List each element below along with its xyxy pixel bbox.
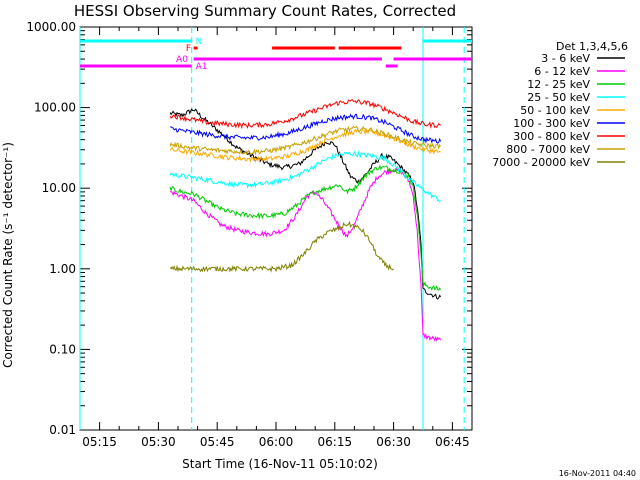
y-tick-label: 100.00 (34, 101, 76, 115)
series-line (169, 164, 442, 291)
legend-label: 3 - 6 keV (541, 52, 590, 65)
flag-label: F (186, 44, 191, 54)
y-tick-label: 0.10 (49, 342, 76, 356)
series-line (170, 113, 442, 144)
x-tick-label: 06:30 (376, 435, 411, 449)
legend-label: 50 - 100 keV (520, 104, 590, 117)
y-tick-label: 10.00 (42, 181, 76, 195)
x-tick-label: 06:00 (259, 435, 294, 449)
y-tick-label: 1000.00 (26, 20, 76, 34)
region-lines (79, 27, 465, 430)
x-tick-label: 06:45 (435, 435, 470, 449)
timestamp: 16-Nov-2011 04:40 (559, 469, 636, 478)
flag-label: A1 (196, 62, 208, 72)
flag-label: N (196, 37, 203, 47)
axes: 0.01 0.10 1.00 10.00 100.00 1000.00 05:15 05:30… (26, 20, 473, 449)
x-axis-label: Start Time (16-Nov-11 05:10:02) (182, 457, 378, 471)
series-line (169, 220, 394, 273)
y-axis-label: Corrected Count Rate (s⁻¹ detector⁻¹) (1, 142, 15, 368)
series-line (169, 108, 442, 300)
legend-label: 25 - 50 keV (527, 91, 590, 104)
legend-label: 100 - 300 keV (513, 117, 590, 130)
series-line (169, 99, 441, 130)
x-tick-label: 06:15 (318, 435, 353, 449)
y-tick-label: 0.01 (49, 423, 76, 437)
x-tick-label: 05:15 (82, 435, 117, 449)
legend-label: 7000 - 20000 keV (492, 156, 590, 169)
series-line (169, 125, 442, 156)
legend-label: 12 - 25 keV (527, 78, 590, 91)
chart-title: HESSI Observing Summary Count Rates, Cor… (74, 2, 456, 20)
series-line (169, 127, 441, 164)
plot-frame (79, 26, 473, 431)
x-tick-label: 05:45 (200, 435, 235, 449)
legend-title: Det 1,3,4,5,6 (556, 40, 628, 53)
legend-label: 6 - 12 keV (534, 65, 590, 78)
y-tick-label: 1.00 (49, 262, 76, 276)
series-lines (169, 99, 442, 342)
series-line (169, 150, 441, 203)
flag-label: A0 (176, 55, 188, 65)
legend-label: 800 - 7000 keV (506, 143, 590, 156)
x-tick-label: 05:30 (141, 435, 176, 449)
legend-label: 300 - 800 keV (513, 130, 590, 143)
